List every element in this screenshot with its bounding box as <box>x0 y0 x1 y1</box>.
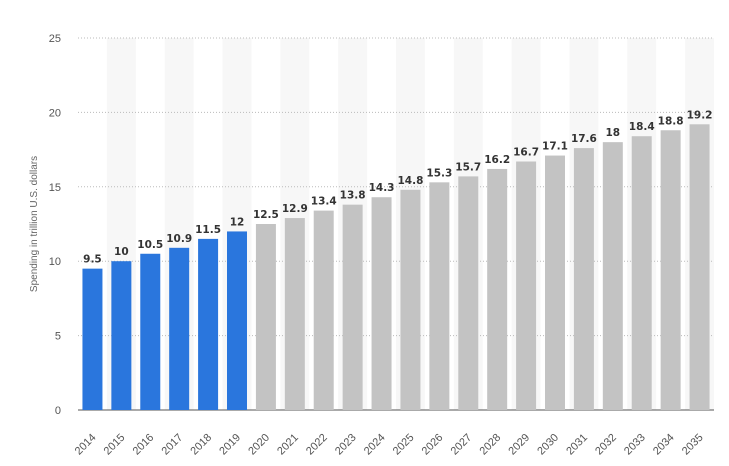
x-tick-label: 2022 <box>304 432 330 458</box>
x-tick-label: 2032 <box>593 432 619 458</box>
bar <box>689 124 710 410</box>
bar <box>342 204 363 410</box>
bar <box>631 136 652 410</box>
bar <box>516 161 537 410</box>
y-axis-ticks: 0 5 10 15 20 25 <box>49 33 61 417</box>
x-tick-label: 2027 <box>449 432 475 458</box>
x-tick-label: 2028 <box>478 432 504 458</box>
y-tick-label: 20 <box>49 107 61 119</box>
bar <box>429 182 450 410</box>
x-tick-label: 2025 <box>391 432 417 458</box>
bar <box>169 247 190 410</box>
x-tick-label: 2016 <box>131 432 157 458</box>
y-tick-label: 0 <box>55 405 61 417</box>
data-label: 16.7 <box>513 147 539 159</box>
x-tick-label: 2029 <box>506 432 532 458</box>
data-label: 10.9 <box>166 233 192 245</box>
x-tick-label: 2033 <box>622 432 648 458</box>
y-axis-title: Spending in trillion U.S. dollars <box>29 156 40 292</box>
bar <box>371 197 392 410</box>
x-tick-label: 2019 <box>217 432 243 458</box>
x-tick-label: 2031 <box>564 432 590 458</box>
bars <box>82 124 710 411</box>
data-label: 18 <box>606 127 621 139</box>
bar <box>82 268 103 410</box>
x-tick-label: 2020 <box>246 432 272 458</box>
data-label: 14.8 <box>397 175 423 187</box>
data-label: 15.7 <box>455 161 481 173</box>
x-tick-label: 2026 <box>420 432 446 458</box>
bar <box>313 210 334 410</box>
data-label: 17.6 <box>571 133 597 145</box>
x-tick-label: 2034 <box>651 432 677 458</box>
bar <box>400 189 421 410</box>
y-tick-label: 25 <box>49 33 61 45</box>
data-label: 14.3 <box>369 182 395 194</box>
bar <box>487 168 508 410</box>
bar <box>660 130 681 411</box>
bar <box>458 176 479 410</box>
bar <box>573 148 594 410</box>
bar <box>140 253 161 410</box>
data-label: 17.1 <box>542 141 568 153</box>
x-tick-label: 2035 <box>680 432 706 458</box>
x-tick-label: 2021 <box>275 432 301 458</box>
data-label: 13.4 <box>311 196 337 208</box>
x-tick-label: 2023 <box>333 432 359 458</box>
data-label: 10.5 <box>137 239 163 251</box>
data-label: 12.5 <box>253 209 279 221</box>
x-axis-ticks: 2014 2015 2016 2017 2018 2019 2020 2021 2022 2023… <box>73 432 706 458</box>
bar <box>545 155 565 410</box>
data-label: 15.3 <box>426 167 452 179</box>
data-label: 12.9 <box>282 203 308 215</box>
data-label: 19.2 <box>687 109 713 121</box>
data-label: 11.5 <box>195 224 221 236</box>
y-tick-label: 5 <box>55 331 61 343</box>
x-tick-label: 2018 <box>188 432 214 458</box>
bar <box>198 238 219 410</box>
bar <box>284 218 305 410</box>
bar <box>227 231 247 410</box>
data-label: 10 <box>114 246 129 258</box>
bar <box>255 224 276 410</box>
data-label: 9.5 <box>83 254 102 266</box>
data-label: 13.8 <box>340 190 366 202</box>
y-tick-label: 15 <box>49 182 61 194</box>
y-tick-label: 10 <box>49 256 61 268</box>
data-label: 18.8 <box>658 115 684 127</box>
x-tick-label: 2015 <box>102 432 128 458</box>
x-tick-label: 2030 <box>535 432 561 458</box>
x-tick-label: 2014 <box>73 432 99 458</box>
data-label: 16.2 <box>484 154 510 166</box>
data-label: 18.4 <box>629 121 655 133</box>
data-label: 12 <box>230 216 245 228</box>
bar <box>602 142 623 410</box>
x-tick-label: 2024 <box>362 432 388 458</box>
x-tick-label: 2017 <box>160 432 186 458</box>
bar <box>111 261 132 410</box>
